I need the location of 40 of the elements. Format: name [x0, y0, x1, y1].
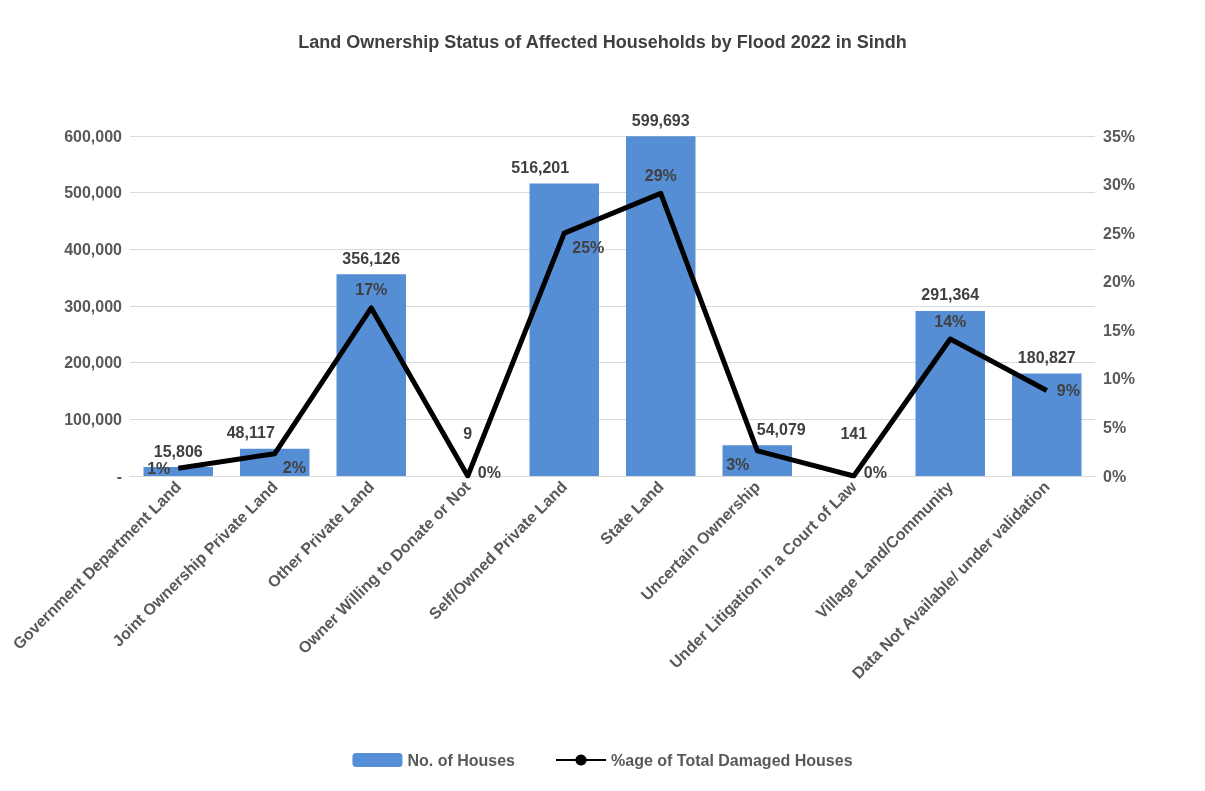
bar — [626, 136, 696, 476]
y2-tick-label: 15% — [1103, 321, 1136, 339]
data-label: 29% — [644, 166, 677, 184]
chart-title: Land Ownership Status of Affected Households by Flood 2022 in Sindh — [298, 32, 907, 52]
y-tick-label: 400,000 — [64, 240, 123, 258]
legend-label: %age of Total Damaged Houses — [611, 751, 853, 769]
y-tick-label: 200,000 — [64, 354, 123, 372]
data-label: 3% — [726, 456, 750, 474]
data-label: 0% — [477, 463, 501, 481]
data-label: 0% — [863, 463, 887, 481]
y-tick-label: 300,000 — [64, 297, 123, 315]
data-label: 180,827 — [1017, 349, 1076, 367]
data-label: 291,364 — [921, 286, 980, 304]
data-label: 2% — [282, 459, 306, 477]
y-tick-label: 500,000 — [64, 184, 123, 202]
bar — [915, 310, 985, 476]
data-label: 141 — [840, 425, 868, 443]
y2-tick-label: 25% — [1103, 224, 1136, 242]
data-label: 14% — [934, 312, 967, 330]
y2-tick-label: 0% — [1103, 467, 1127, 485]
data-label: 17% — [355, 281, 388, 299]
bar — [1012, 373, 1082, 476]
y2-tick-label: 20% — [1103, 273, 1136, 291]
data-label: 54,079 — [756, 420, 806, 438]
data-label: 599,693 — [631, 111, 690, 129]
bar — [336, 274, 406, 476]
y2-tick-label: 30% — [1103, 176, 1136, 194]
y-tick-label: 600,000 — [64, 127, 123, 145]
data-label: 516,201 — [511, 158, 570, 176]
data-label: 48,117 — [226, 424, 275, 442]
y-tick-label: 100,000 — [64, 410, 123, 428]
data-label: 9 — [463, 425, 473, 443]
data-label: 9% — [1056, 382, 1080, 400]
legend-label: No. of Houses — [407, 751, 516, 769]
data-label: 15,806 — [153, 442, 203, 460]
y2-tick-label: 10% — [1103, 370, 1136, 388]
y2-tick-label: 5% — [1103, 418, 1127, 436]
data-label: 356,126 — [342, 249, 401, 267]
y-tick-label: - — [116, 467, 122, 485]
y2-tick-label: 35% — [1103, 127, 1136, 145]
